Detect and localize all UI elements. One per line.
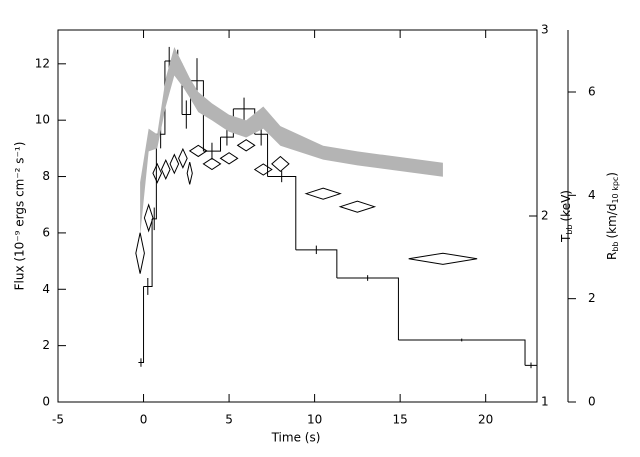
y-tick-label: 0: [42, 395, 50, 409]
diamond: [160, 159, 171, 180]
x-tick-label: 20: [478, 413, 493, 427]
step-segment: [336, 277, 399, 340]
y-tick-label: 10: [35, 113, 50, 127]
y-tick-label: 6: [42, 225, 50, 239]
diamond: [135, 232, 145, 274]
y2-axis-label: Tbb (keV): [559, 190, 574, 243]
diamond: [408, 252, 478, 265]
label-symbol: T: [559, 234, 573, 243]
diamond: [186, 161, 193, 185]
y3-axis-label: Rbb (km/d10 kpc): [605, 172, 620, 260]
y2-tick-label: 1: [541, 395, 549, 409]
diamond: [202, 157, 222, 171]
diamond: [236, 139, 256, 152]
diamond: [178, 147, 188, 169]
y-tick-label: 4: [42, 282, 50, 296]
diamond: [271, 155, 290, 173]
diamond: [152, 162, 163, 184]
y-tick-label: 2: [42, 338, 50, 352]
diamond: [143, 203, 154, 233]
step-segment: [203, 137, 222, 152]
y-axis-label: Flux (10⁻⁹ ergs cm⁻² s⁻¹): [13, 142, 27, 291]
step-segment: [295, 249, 338, 278]
y-tick-label: 12: [35, 56, 50, 70]
diamond: [188, 144, 208, 158]
plot-frame: [57, 29, 538, 403]
label-unit: (keV): [559, 190, 573, 221]
y3-tick-label: 6: [588, 85, 596, 99]
x-tick-label: 15: [393, 413, 408, 427]
y2-tick-label: 3: [541, 23, 549, 37]
band: [140, 47, 443, 236]
step-segment: [190, 80, 204, 152]
y3-tick-label: 4: [588, 188, 596, 202]
x-tick-label: 10: [307, 413, 322, 427]
step-segment: [152, 134, 157, 220]
x-tick-label: 5: [225, 413, 233, 427]
diamond: [338, 200, 377, 213]
step-segment: [398, 339, 526, 366]
label-symbol: R: [605, 252, 619, 260]
y3-tick-label: 0: [588, 395, 596, 409]
y-tick-label: 8: [42, 169, 50, 183]
step-segment: [143, 218, 153, 287]
x-tick-label: 0: [140, 413, 148, 427]
diamond: [304, 187, 342, 200]
diamond: [169, 153, 180, 175]
x-tick-label: -5: [52, 413, 64, 427]
label-subscript: bb: [565, 224, 574, 234]
label-unit: (km/d: [605, 204, 619, 239]
x-axis-label: Time (s): [271, 431, 321, 445]
y3-tick-label: 2: [588, 291, 596, 305]
diamond: [219, 152, 239, 165]
label-unit: ): [605, 172, 619, 177]
label-subscript: bb: [611, 242, 620, 252]
step-segment: [254, 133, 269, 177]
diamond: [253, 163, 273, 176]
y2-tick-label: 2: [541, 209, 549, 223]
label-unit-subscript: 10 kpc: [611, 177, 620, 204]
step-segment: [138, 286, 145, 364]
step-segment: [267, 176, 297, 250]
